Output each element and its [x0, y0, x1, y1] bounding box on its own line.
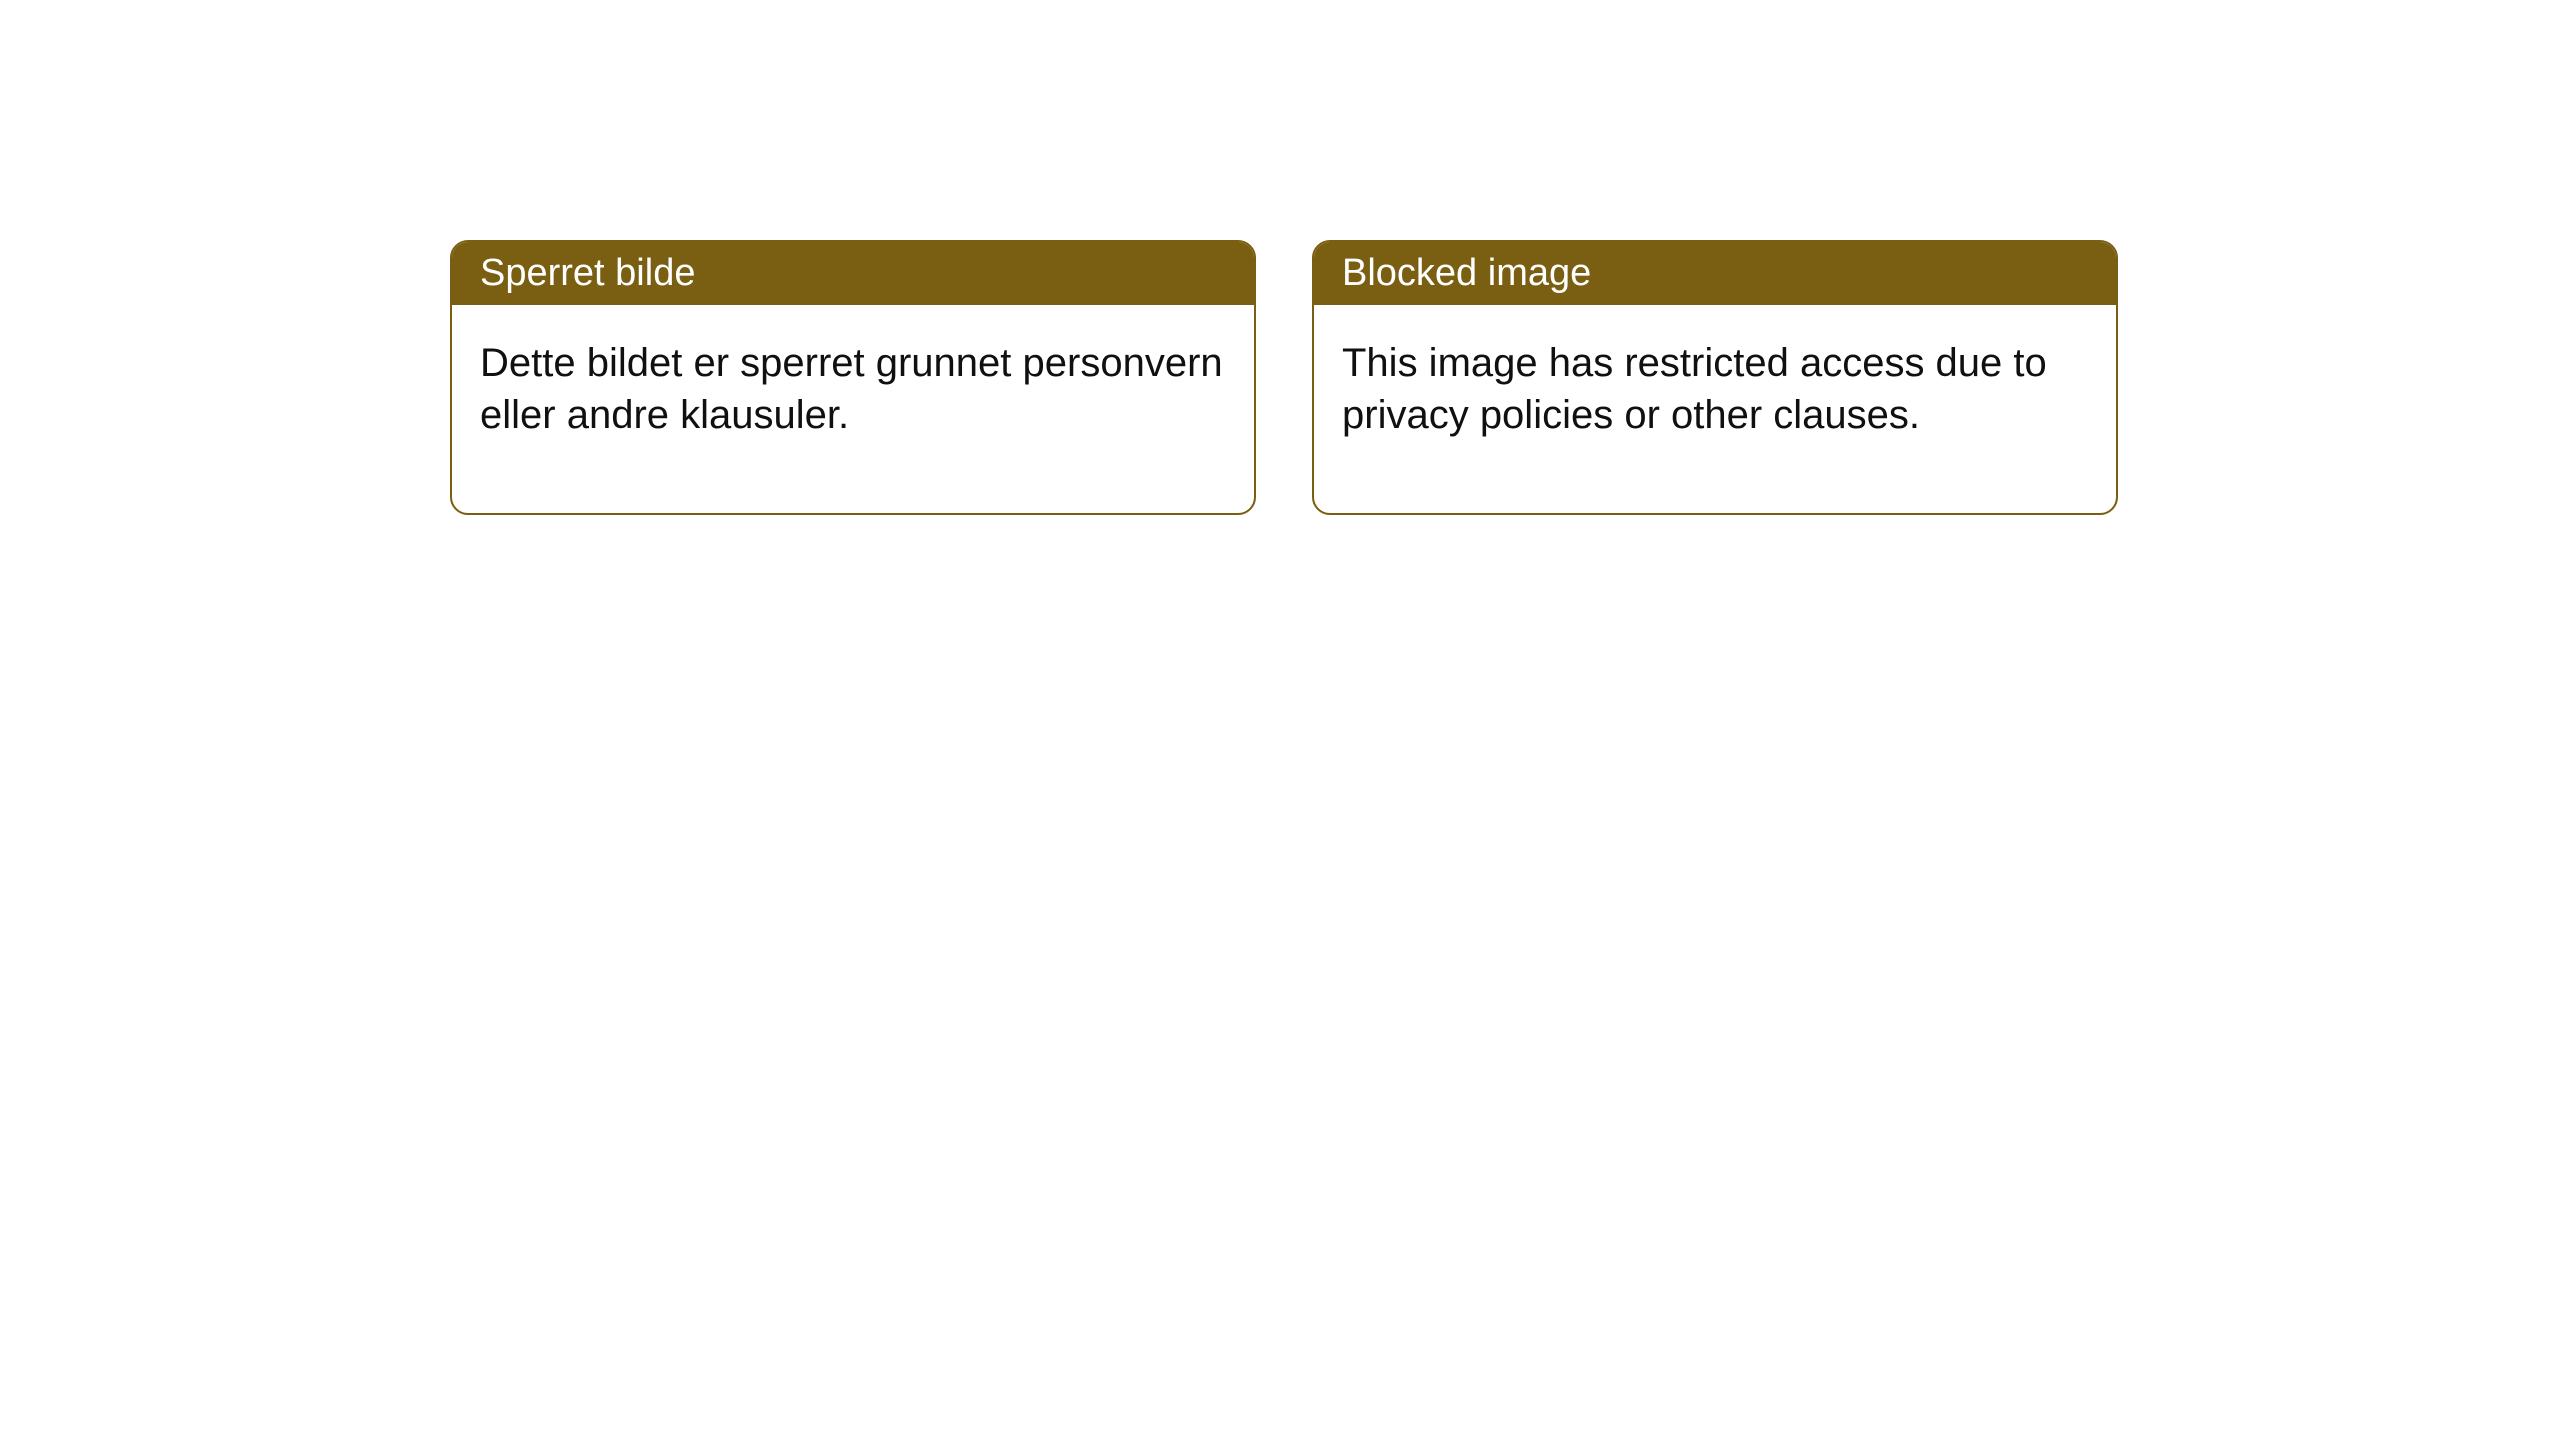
card-header: Blocked image — [1314, 242, 2116, 305]
card-body-text: Dette bildet er sperret grunnet personve… — [480, 341, 1223, 437]
card-title: Sperret bilde — [480, 252, 695, 294]
card-body-text: This image has restricted access due to … — [1342, 341, 2047, 437]
blocked-image-card-norwegian: Sperret bilde Dette bildet er sperret gr… — [450, 240, 1256, 515]
card-header: Sperret bilde — [452, 242, 1254, 305]
card-body: This image has restricted access due to … — [1314, 305, 2116, 513]
blocked-image-card-english: Blocked image This image has restricted … — [1312, 240, 2118, 515]
card-body: Dette bildet er sperret grunnet personve… — [452, 305, 1254, 513]
notice-container: Sperret bilde Dette bildet er sperret gr… — [0, 0, 2560, 515]
card-title: Blocked image — [1342, 252, 1591, 294]
